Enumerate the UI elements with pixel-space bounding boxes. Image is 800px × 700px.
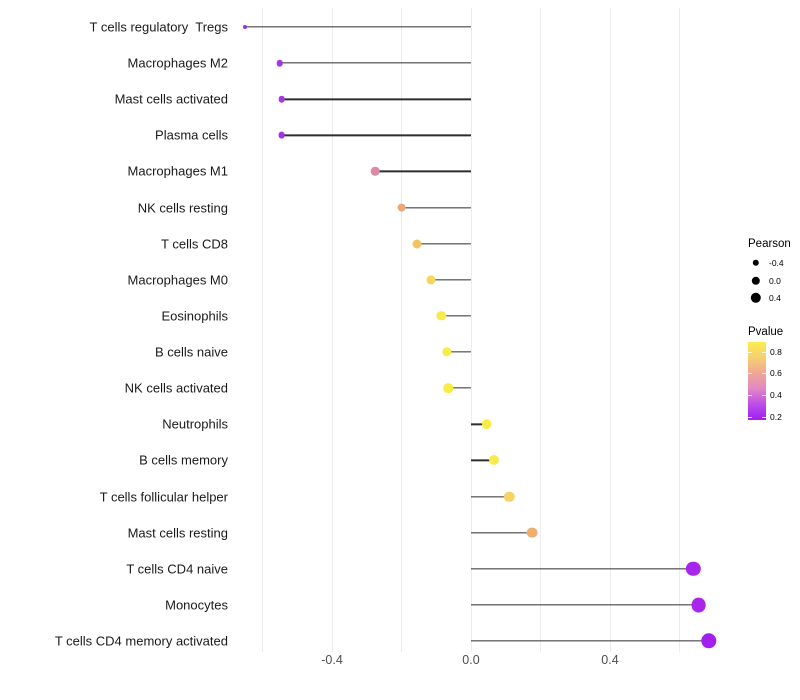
lollipop-stick (471, 459, 494, 462)
colorbar-tick-label: 0.2 (770, 411, 782, 422)
category-label: Macrophages M2 (127, 55, 228, 71)
lollipop-stick (471, 423, 487, 425)
category-label: Eosinophils (161, 308, 229, 324)
colorbar-tick-mark (748, 351, 752, 353)
colorbar-tick-mark (748, 416, 752, 418)
category-label: NK cells resting (137, 200, 228, 216)
x-tick-label: 0.0 (462, 653, 480, 667)
lollipop-dot (426, 275, 436, 285)
size-legend-dot (750, 292, 762, 304)
lollipop-stick (441, 315, 471, 317)
lollipop-dot (443, 383, 454, 393)
gridline (679, 8, 680, 652)
category-label: Mast cells resting (127, 525, 228, 541)
category-label: Mast cells activated (114, 91, 228, 107)
x-tick-label: 0.4 (601, 653, 619, 667)
color-legend-title: Pvalue (748, 326, 784, 338)
colorbar-tick-mark (748, 373, 752, 375)
lollipop-stick (281, 98, 471, 100)
lollipop-stick (471, 604, 699, 606)
category-label: Plasma cells (155, 127, 228, 143)
lollipop-dot (441, 347, 452, 357)
lollipop-stick (375, 170, 471, 173)
category-label: T cells CD4 naive (126, 561, 228, 577)
category-label: Neutrophils (162, 416, 228, 432)
colorbar-tick-mark (762, 416, 766, 418)
lollipop-stick (471, 495, 510, 498)
size-legend-title: Pearson (748, 238, 791, 250)
lollipop-stick (401, 206, 471, 209)
gridline (470, 8, 472, 652)
lollipop-dot (243, 25, 248, 29)
lollipop-stick (245, 26, 471, 28)
lollipop-dot (526, 527, 538, 539)
category-label: Monocytes (165, 597, 228, 613)
lollipop-dot (276, 59, 284, 67)
colorbar-tick-label: 0.4 (770, 390, 782, 401)
lollipop-dot (397, 203, 406, 212)
colorbar-tick-label: 0.6 (770, 368, 782, 379)
gridline (262, 8, 263, 652)
legend: Pearson -0.4 0.0 0.4 Pvalue 0.8 0.6 0.4 0.2 (746, 0, 800, 700)
lollipop-dot (481, 419, 492, 430)
colorbar-tick-mark (762, 351, 766, 353)
colorbar-tick-mark (762, 373, 766, 375)
colorbar-tick-mark (748, 395, 752, 397)
lollipop-stick (417, 243, 471, 245)
colorbar-tick-mark (762, 395, 766, 397)
lollipop-dot (504, 491, 515, 502)
lollipop-stick (281, 134, 471, 137)
lollipop-dot (436, 311, 447, 321)
gridline (540, 8, 541, 652)
lollipop-dot (488, 455, 499, 466)
category-label: T cells regulatory Tregs (89, 19, 228, 35)
lollipop-dot (412, 239, 422, 249)
category-label: B cells naive (155, 344, 228, 360)
lollipop-dot (371, 167, 380, 176)
gridline (331, 8, 333, 652)
size-legend-dot (752, 259, 760, 267)
category-label: T cells follicular helper (99, 489, 228, 505)
lollipop-dot (701, 633, 717, 649)
category-label: Macrophages M1 (127, 163, 228, 179)
category-label: T cells CD4 memory activated (54, 633, 228, 649)
lollipop-stick (471, 568, 694, 570)
category-label: NK cells activated (124, 380, 228, 396)
size-legend-label: 0.0 (769, 276, 781, 286)
lollipop-stick (448, 387, 471, 389)
gridline (609, 8, 611, 652)
size-legend-dot (751, 276, 761, 286)
size-legend-label: 0.4 (769, 293, 781, 303)
lollipop-dot (278, 131, 286, 139)
lollipop-dot (686, 561, 701, 576)
category-label: T cells CD8 (161, 236, 228, 252)
pvalue-colorbar (748, 342, 766, 420)
lollipop-stick (431, 279, 471, 281)
lollipop-dot (691, 597, 707, 613)
category-label: Macrophages M0 (127, 272, 228, 288)
lollipop-stick (446, 351, 471, 353)
lollipop-dot (278, 95, 285, 103)
category-label: B cells memory (139, 452, 228, 468)
lollipop-stick (279, 62, 471, 64)
colorbar-tick-label: 0.8 (770, 346, 782, 357)
lollipop-stick (471, 640, 710, 642)
x-tick-label: -0.4 (321, 653, 343, 667)
gridline (401, 8, 402, 652)
size-legend-label: -0.4 (769, 258, 784, 268)
lollipop-stick (471, 532, 532, 534)
